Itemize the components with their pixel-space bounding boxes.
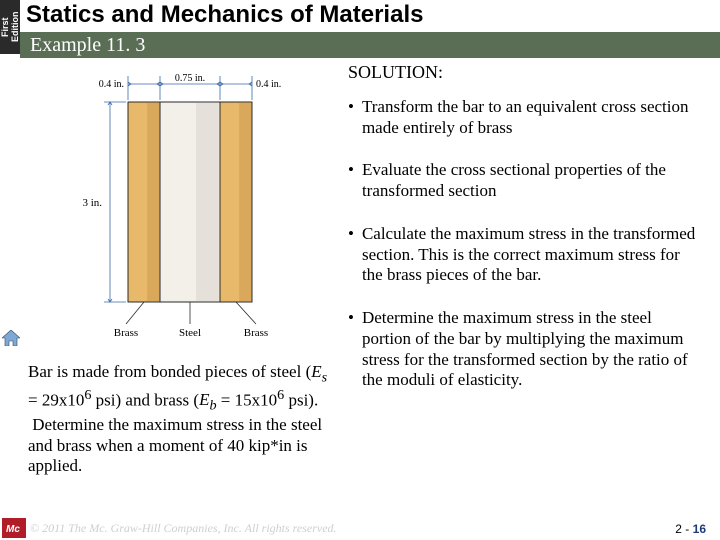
bullet-item: •Determine the maximum stress in the ste…: [348, 308, 700, 391]
bullet-item: •Evaluate the cross sectional properties…: [348, 160, 700, 201]
page-prefix: 2 -: [675, 522, 692, 536]
page-num: 16: [693, 522, 706, 536]
page-title: Statics and Mechanics of Materials: [20, 0, 720, 32]
svg-text:0.4 in.: 0.4 in.: [256, 79, 281, 90]
copyright-text: © 2011 The Mc. Graw-Hill Companies, Inc.…: [30, 521, 337, 536]
logo-text: Mc: [6, 524, 20, 535]
bullet-item: •Calculate the maximum stress in the tra…: [348, 224, 700, 286]
bullet-text: Determine the maximum stress in the stee…: [362, 308, 700, 391]
solution-heading: SOLUTION:: [348, 62, 700, 83]
publisher-logo-icon: Mc: [2, 518, 26, 538]
bullet-text: Transform the bar to an equivalent cross…: [362, 97, 700, 138]
svg-text:3 in.: 3 in.: [82, 197, 102, 209]
edition-line2: Edition: [10, 12, 20, 43]
problem-statement: Bar is made from bonded pieces of steel …: [28, 362, 328, 477]
svg-text:Steel: Steel: [179, 327, 201, 339]
svg-text:Brass: Brass: [244, 327, 268, 339]
example-header: Example 11. 3: [20, 32, 720, 58]
svg-text:Brass: Brass: [114, 327, 138, 339]
bullet-text: Evaluate the cross sectional properties …: [362, 160, 700, 201]
home-icon[interactable]: [2, 330, 20, 346]
svg-text:0.4 in.: 0.4 in.: [99, 79, 124, 90]
svg-text:0.75 in.: 0.75 in.: [175, 73, 205, 84]
composite-bar-diagram: 0.4 in. 0.75 in. 0.4 in. 3 in. Brass Steel Bra…: [68, 70, 298, 350]
bullet-text: Calculate the maximum stress in the tran…: [362, 224, 700, 286]
edition-tab: First Edition: [0, 0, 20, 54]
page-number: 2 - 16: [675, 522, 706, 536]
right-column: SOLUTION: •Transform the bar to an equiv…: [348, 62, 700, 413]
content-area: 0.4 in. 0.75 in. 0.4 in. 3 in. Brass Steel Bra…: [28, 62, 708, 522]
edition-line1: First: [0, 17, 10, 37]
bullet-item: •Transform the bar to an equivalent cros…: [348, 97, 700, 138]
